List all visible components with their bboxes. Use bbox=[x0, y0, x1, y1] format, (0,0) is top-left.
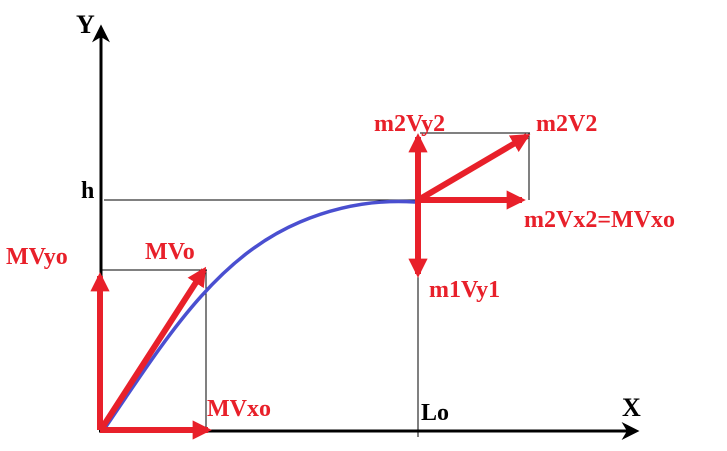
x-axis-label: X bbox=[622, 393, 641, 422]
lo-label: Lo bbox=[421, 400, 449, 426]
m2v2-label: m2V2 bbox=[536, 111, 597, 137]
mvxo-label: MVxo bbox=[207, 396, 271, 422]
m1vy1-label: m1Vy1 bbox=[429, 277, 500, 303]
mvo-vector bbox=[99, 266, 207, 430]
h-label: h bbox=[81, 178, 94, 204]
labels: Y X h Lo MVo MVyo MVxo m2Vy2 m2V2 m2Vx2=… bbox=[6, 10, 675, 426]
momentum-vectors bbox=[90, 133, 531, 440]
y-axis-label: Y bbox=[76, 10, 95, 39]
m2v2-vector bbox=[418, 133, 531, 202]
mvo-label: MVo bbox=[145, 239, 195, 265]
mvyo-label: MVyo bbox=[6, 244, 68, 270]
trajectory-curve bbox=[103, 199, 417, 430]
m2vx2-label: m2Vx2=MVxo bbox=[524, 207, 675, 233]
m2vy2-label: m2Vy2 bbox=[374, 111, 445, 137]
